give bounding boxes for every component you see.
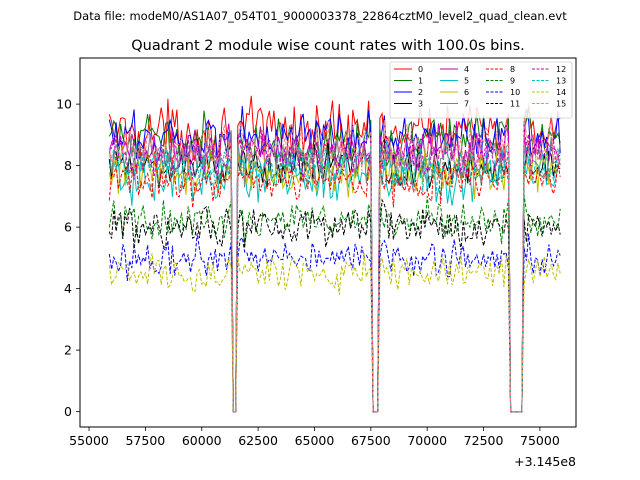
axes-ticks: 55000 57500 60000 62500 65000 67500 70000 72500… [56, 97, 560, 448]
series-line-11 [108, 198, 561, 413]
legend-label-12: 12 [556, 65, 566, 74]
x-tick-label: 67500 [351, 433, 391, 448]
y-tick-label: 6 [64, 220, 72, 235]
x-tick-label: 75000 [520, 433, 560, 448]
legend-label-15: 15 [556, 100, 566, 109]
x-tick-label: 62500 [238, 433, 278, 448]
legend-label-11: 11 [510, 100, 520, 109]
x-tick-label: 57500 [125, 433, 165, 448]
legend-label-10: 10 [510, 88, 520, 97]
series-line-4 [108, 121, 561, 413]
legend-label-13: 13 [556, 77, 566, 86]
plot-frame [79, 57, 577, 428]
x-tick-label: 70000 [407, 433, 447, 448]
legend-label-2: 2 [418, 88, 423, 97]
legend-box [389, 61, 573, 119]
file-label: Data file: modeM0/AS1A07_054T01_90000033… [73, 9, 567, 23]
plot-lines [108, 95, 561, 413]
legend-label-3: 3 [418, 100, 423, 109]
y-tick-label: 4 [64, 281, 72, 296]
legend-label-4: 4 [464, 65, 469, 74]
legend-label-9: 9 [510, 77, 515, 86]
x-tick-label: 72500 [464, 433, 504, 448]
series-line-9 [108, 195, 561, 413]
series-line-14 [108, 253, 561, 413]
chart-title: Quadrant 2 module wise count rates with … [131, 38, 525, 54]
series-line-15 [108, 116, 561, 413]
series-line-10 [108, 233, 561, 413]
legend-label-0: 0 [418, 65, 423, 74]
legend-label-1: 1 [418, 77, 423, 86]
series-line-6 [108, 143, 561, 413]
x-tick-label: 60000 [182, 433, 222, 448]
series-line-8 [108, 151, 561, 413]
x-tick-label: 55000 [69, 433, 109, 448]
y-tick-label: 2 [64, 343, 72, 358]
series-line-12 [109, 126, 561, 413]
y-tick-label: 8 [64, 158, 72, 173]
x-offset-label: +3.145e8 [514, 454, 576, 469]
y-tick-label: 0 [64, 404, 72, 419]
x-tick-label: 65000 [295, 433, 335, 448]
legend-label-7: 7 [464, 100, 469, 109]
legend-label-6: 6 [464, 88, 469, 97]
legend-label-8: 8 [510, 65, 515, 74]
legend-label-5: 5 [464, 77, 469, 86]
y-tick-label: 10 [56, 97, 72, 112]
legend-label-14: 14 [556, 88, 566, 97]
